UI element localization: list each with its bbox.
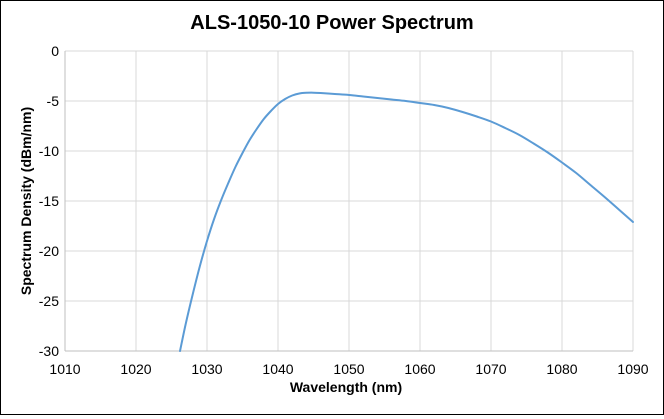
x-tick-label: 1020	[120, 361, 151, 377]
y-tick-label: -25	[39, 293, 59, 309]
spectrum-series-line	[179, 91, 634, 352]
plot-area	[179, 91, 634, 352]
x-tick-label: 1080	[546, 361, 577, 377]
x-tick-label: 1070	[475, 361, 506, 377]
x-tick-label: 1030	[191, 361, 222, 377]
x-axis-label: Wavelength (nm)	[290, 379, 402, 395]
y-tick-label: -30	[39, 343, 59, 359]
y-axis-label: Spectrum Density (dBm/nm)	[18, 107, 34, 295]
x-tick-label: 1060	[404, 361, 435, 377]
y-tick-label: -5	[47, 93, 60, 109]
axes	[64, 51, 633, 352]
y-tick-label: 0	[51, 43, 59, 59]
x-tick-label: 1040	[262, 361, 293, 377]
x-tick-label: 1090	[617, 361, 648, 377]
x-tick-label: 1010	[49, 361, 80, 377]
chart-title: ALS-1050-10 Power Spectrum	[190, 12, 473, 34]
y-tick-label: -10	[39, 143, 59, 159]
y-tick-labels: 0 -5 -10 -15 -20 -25 -30	[39, 43, 59, 359]
y-tick-label: -20	[39, 243, 59, 259]
y-tick-label: -15	[39, 193, 59, 209]
grid	[65, 50, 634, 351]
x-tick-label: 1050	[333, 361, 364, 377]
x-tick-labels: 1010 1020 1030 1040 1050 1060 1070 1080 1090	[49, 361, 648, 377]
